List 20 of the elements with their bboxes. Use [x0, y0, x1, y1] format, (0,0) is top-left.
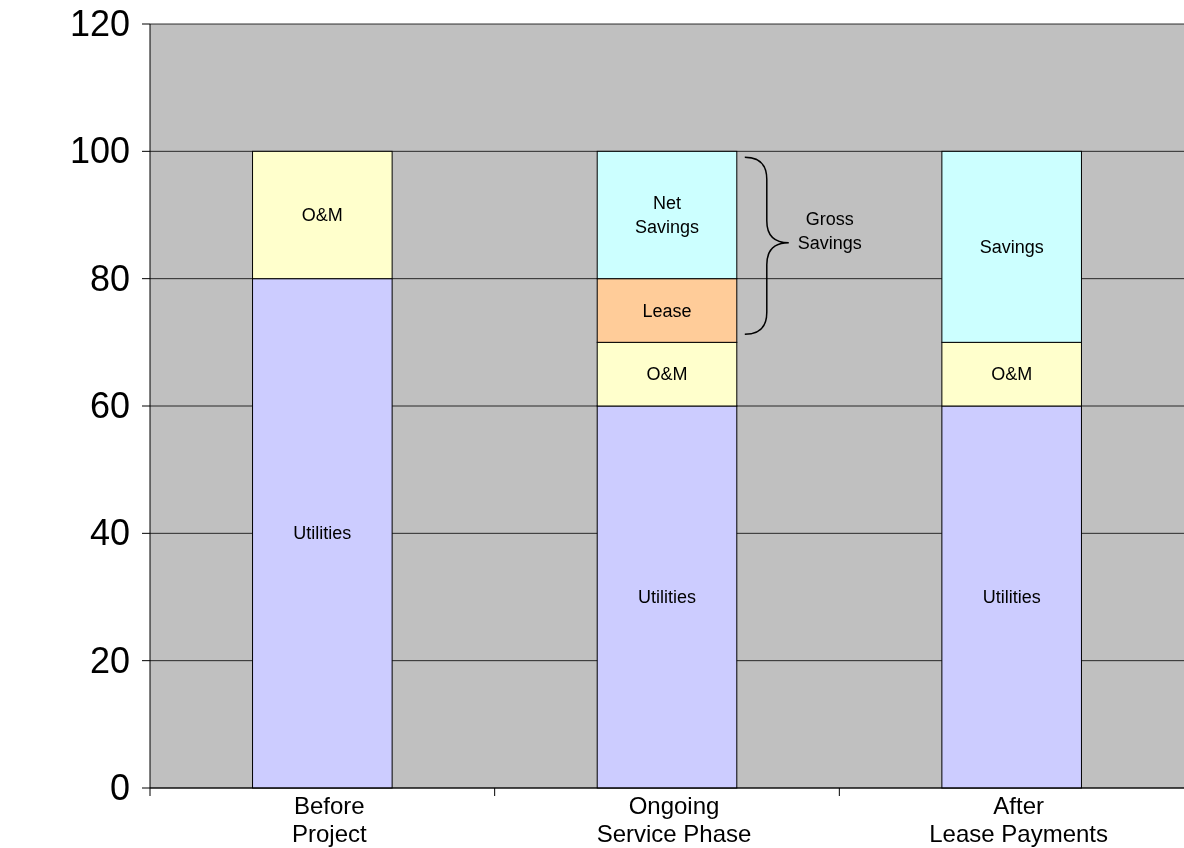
series-label: Net Savings — [634, 193, 700, 237]
x-tick-label: Before Project — [291, 792, 368, 847]
text: O&M — [991, 364, 1033, 385]
series-label: Lease — [642, 300, 692, 321]
y-tick-label: 60 — [89, 385, 130, 426]
y-tick-label: 120 — [69, 3, 130, 44]
x-tick-label: After Lease Payments — [929, 792, 1109, 847]
y-tick-label: 40 — [89, 512, 130, 554]
y-tick-label: 20 — [89, 639, 130, 681]
text: O&M — [301, 205, 343, 225]
text: Utilities — [293, 523, 352, 544]
y-tick-label: 100 — [69, 130, 130, 172]
series-label: O&M — [646, 364, 688, 385]
series-label: Savings — [979, 236, 1044, 257]
y-tick-label: 0 — [109, 767, 130, 808]
y-tick-label: 80 — [89, 257, 130, 299]
annotation: Gross Savings — [797, 208, 862, 253]
series-label: Utilities — [637, 587, 697, 607]
x-tick-label: Ongoing Service Phase — [596, 792, 752, 847]
text: Utilities — [982, 587, 1041, 607]
